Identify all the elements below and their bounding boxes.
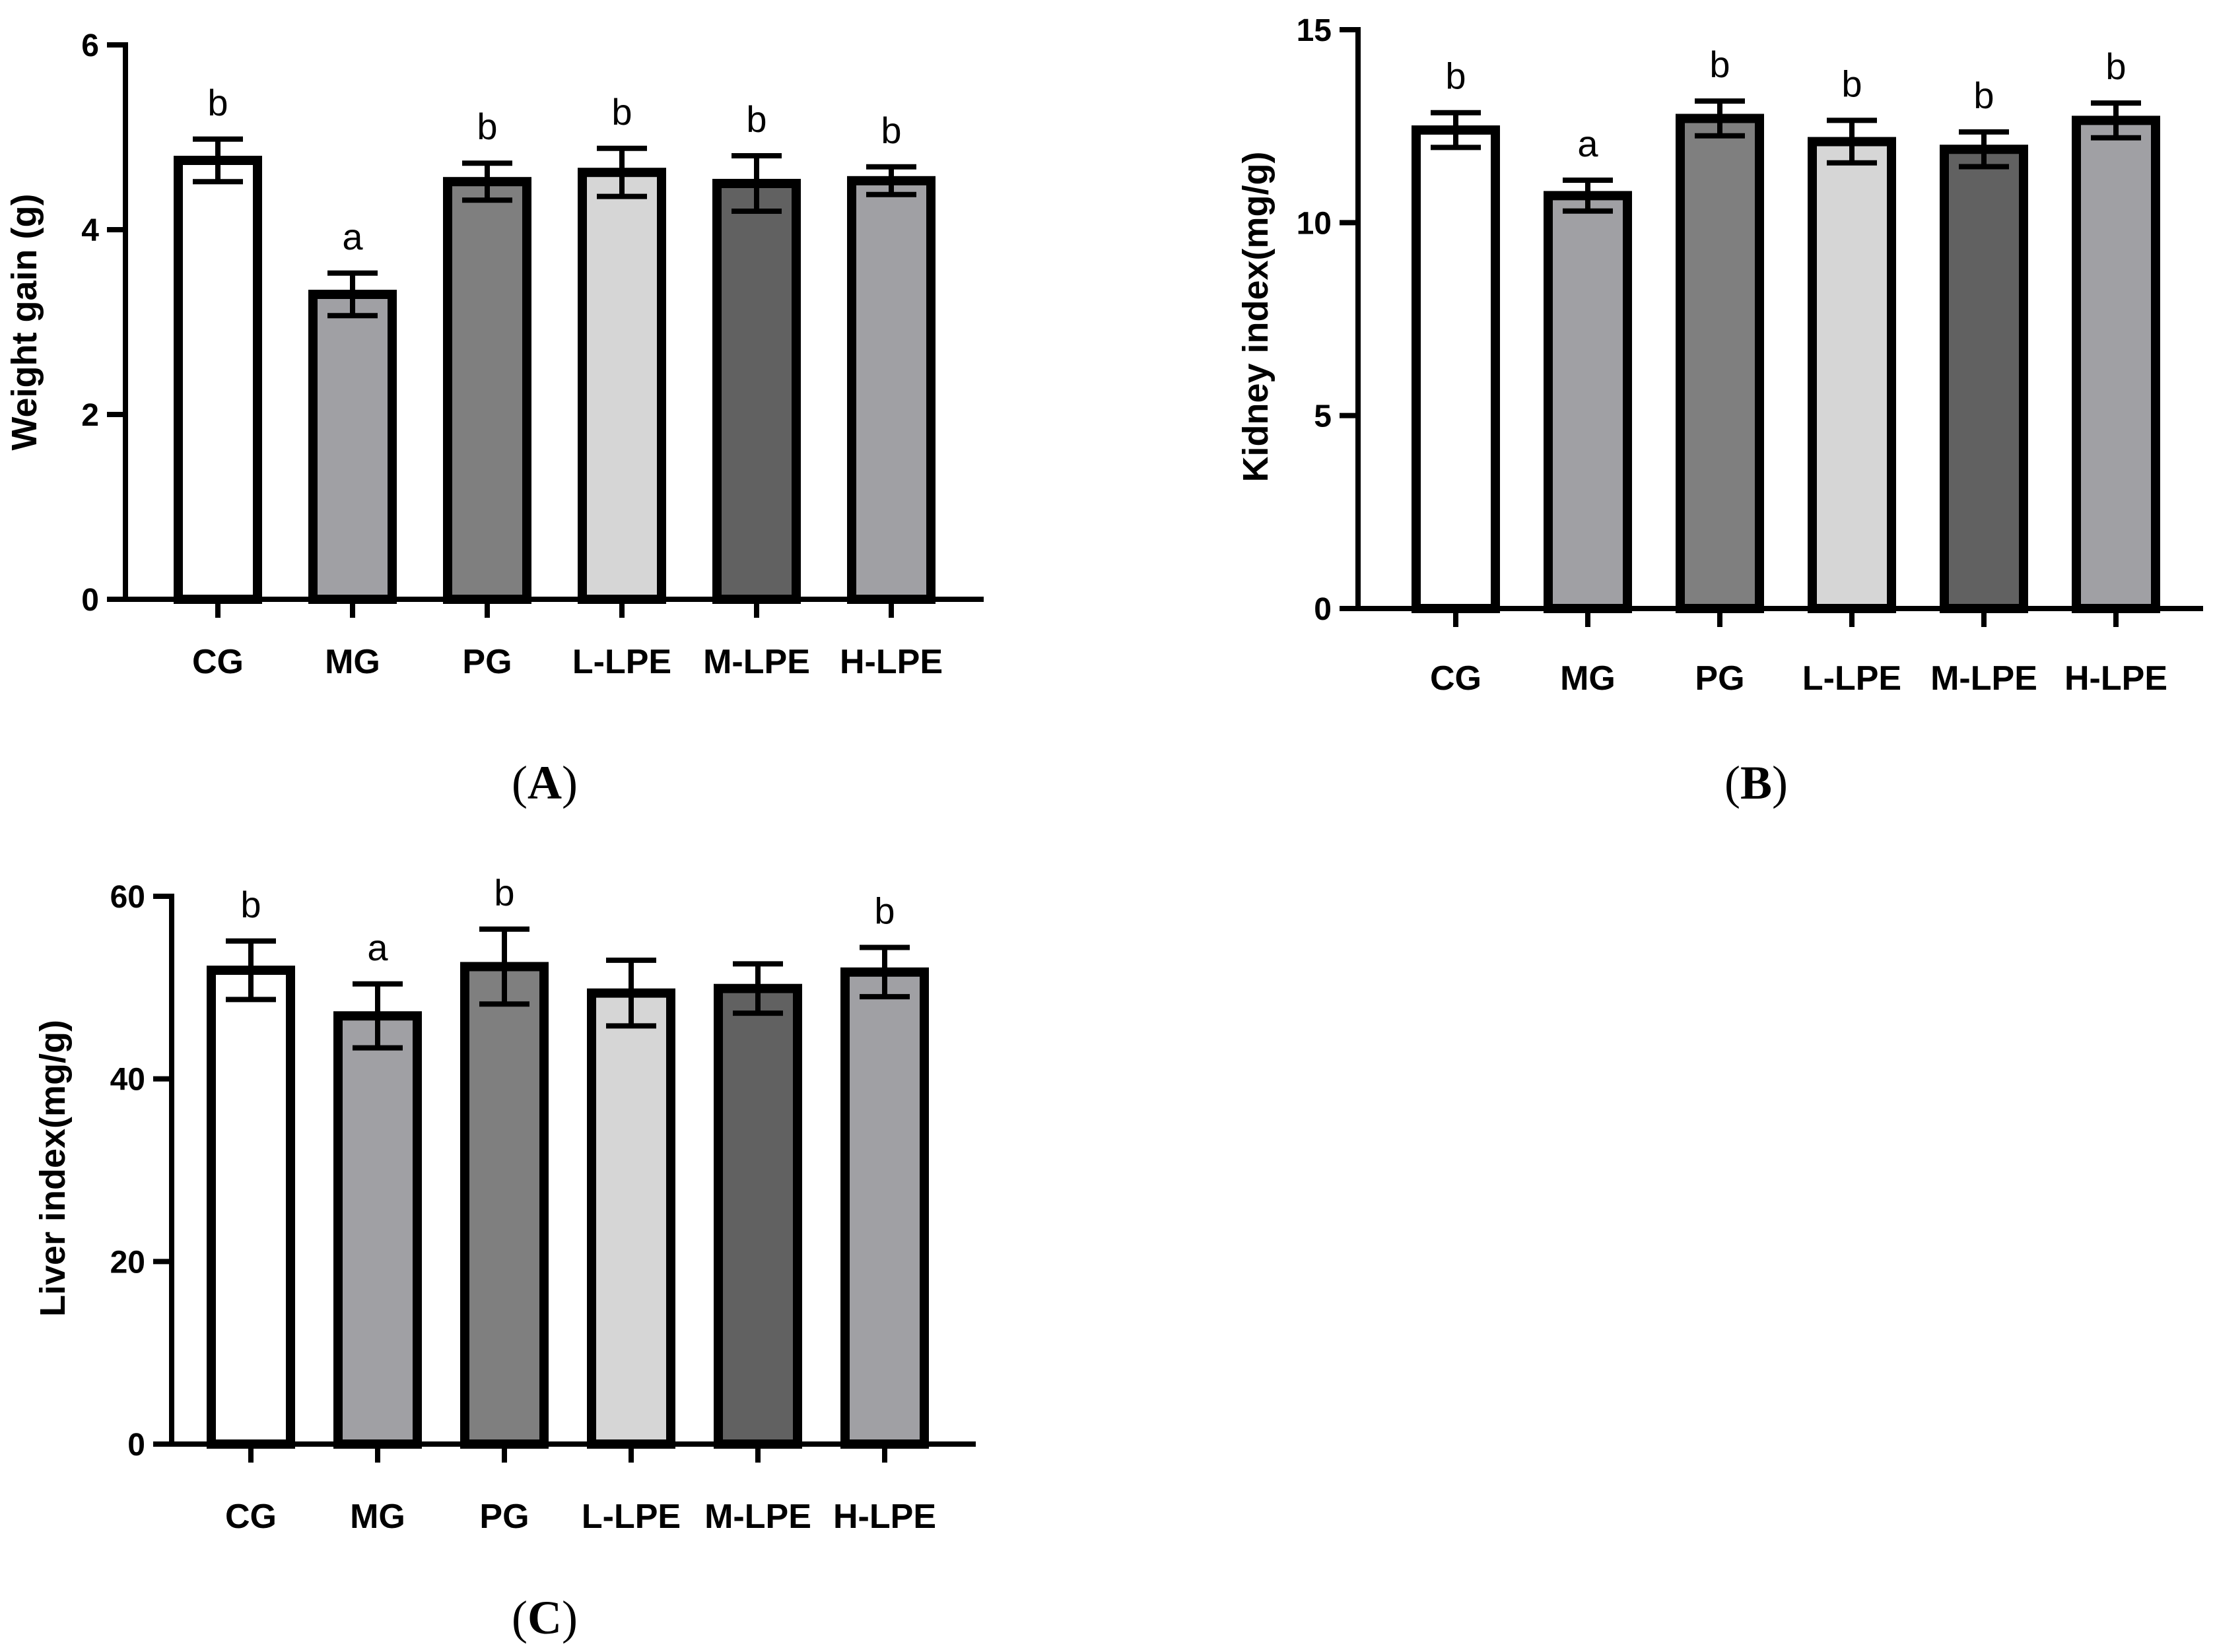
panel-b-sig-label-mg: a (1577, 123, 1598, 164)
panel-b-bar-l-lpe (1808, 137, 1896, 613)
panel-b-y-axis-label: Kidney index(mg/g) (1236, 151, 1276, 482)
panel-b-y-tick-label: 0 (1314, 592, 1332, 627)
panel-c-y-tick-label: 60 (110, 880, 145, 915)
panel-a-bar-l-lpe (578, 168, 666, 604)
panel-a-category-label-m-lpe: M-LPE (703, 643, 810, 681)
panel-c-bar-pg (460, 962, 549, 1449)
panel-b-category-label-cg: CG (1430, 659, 1481, 698)
panel-a-bar-cg (174, 156, 262, 604)
panel-c-category-label-l-lpe: L-LPE (582, 1498, 681, 1536)
panel-b-y-tick-label: 10 (1297, 206, 1332, 241)
panel-c-bar-cg (207, 966, 295, 1449)
panel-a-error-bar-pg (462, 160, 512, 203)
panel-b-category-label-m-lpe: M-LPE (1930, 659, 2037, 698)
panel-c-bar-l-lpe (587, 988, 675, 1449)
panel-b-sig-label-l-lpe: b (1841, 63, 1862, 104)
panel-c-sig-label-mg: a (367, 927, 388, 968)
panel-a-error-bar-cg (193, 136, 243, 185)
panel-a-sig-label-h-lpe: b (881, 110, 901, 151)
panel-c-error-bar-h-lpe (860, 944, 910, 1000)
panel-a-bar-h-lpe (847, 176, 936, 604)
panel-c-error-bar-cg (226, 938, 276, 1003)
panel-c-category-label-cg: CG (225, 1498, 277, 1536)
panel-c-category-label-mg: MG (350, 1498, 405, 1536)
panel-a-error-bar-mg (327, 270, 378, 319)
panel-b-error-bar-m-lpe (1959, 129, 2009, 170)
panel-a-category-label-h-lpe: H-LPE (840, 643, 943, 681)
panel-c-category-label-m-lpe: M-LPE (704, 1498, 811, 1536)
panel-b-bar-cg (1412, 125, 1500, 614)
panel-c-bar-m-lpe (714, 983, 802, 1449)
panel-c-bar-h-lpe (840, 967, 929, 1449)
panel-b-bar-pg (1676, 114, 1764, 613)
panel-b-error-bar-h-lpe (2091, 100, 2141, 141)
panel-a-error-bar-h-lpe (866, 164, 916, 197)
panel-a-bar-pg (443, 177, 531, 604)
panel-b-error-bar-l-lpe (1827, 117, 1877, 166)
panel-b-sig-label-m-lpe: b (1973, 75, 1994, 116)
panel-b-category-label-l-lpe: L-LPE (1802, 659, 1901, 698)
panel-c-category-label-h-lpe: H-LPE (833, 1498, 936, 1536)
panel-a-category-label-mg: MG (325, 643, 380, 681)
panel-a-y-tick-label: 4 (81, 213, 99, 248)
panel-a-sig-label-m-lpe: b (746, 98, 766, 140)
panel-b-error-bar-mg (1563, 178, 1613, 214)
panel-a-sig-label-cg: b (207, 82, 228, 123)
panel-b-bar-m-lpe (1940, 145, 2028, 614)
panel-b-y-tick-label: 5 (1314, 399, 1332, 434)
panel-b-sig-label-h-lpe: b (2105, 46, 2126, 87)
panel-a-category-label-l-lpe: L-LPE (572, 643, 671, 681)
panel-a-sig-label-mg: a (342, 216, 363, 257)
panel-b-bar-h-lpe (2072, 116, 2160, 613)
panel-c-y-tick-label: 40 (110, 1063, 145, 1098)
panel-c: 0 20 40 60 Liver index(mg/g) b CG a MG b PG L-LPE M-… (33, 872, 976, 1644)
panel-c-error-bar-pg (479, 926, 529, 1007)
panel-a-y-axis-label: Weight gain (g) (5, 194, 44, 451)
panel-c-sig-label-h-lpe: b (874, 890, 895, 931)
panel-c-bar-mg (333, 1011, 422, 1449)
panel-a-error-bar-m-lpe (732, 153, 782, 214)
panel-c-error-bar-l-lpe (606, 957, 656, 1029)
panel-b-error-bar-pg (1695, 98, 1745, 139)
panel-a-y-tick-label: 6 (81, 28, 99, 63)
panel-b-bar-mg (1544, 191, 1632, 613)
panel-a-category-label-pg: PG (462, 643, 512, 681)
panel-b-label: (B) (1724, 756, 1788, 809)
panel-b-category-label-pg: PG (1695, 659, 1744, 698)
panel-b-y-tick-label: 15 (1297, 13, 1332, 48)
panel-b: 0 5 10 15 Kidney index(mg/g) b CG a MG b PG b L-LPE b… (1236, 13, 2203, 809)
panel-c-error-bar-m-lpe (733, 961, 783, 1016)
panel-c-category-label-pg: PG (479, 1498, 529, 1536)
panel-c-sig-label-pg: b (494, 872, 514, 913)
panel-c-y-axis-label: Liver index(mg/g) (33, 1020, 73, 1317)
panel-a-sig-label-l-lpe: b (611, 91, 632, 133)
panel-a-category-label-cg: CG (192, 643, 244, 681)
panel-b-sig-label-pg: b (1709, 44, 1730, 85)
panel-b-error-bar-cg (1431, 110, 1481, 150)
panel-a-y-tick-label: 2 (81, 398, 99, 433)
panel-c-y-tick-label: 20 (110, 1245, 145, 1280)
panel-c-label: (C) (512, 1591, 578, 1644)
panel-a-error-bar-l-lpe (597, 145, 647, 199)
panel-c-error-bar-mg (353, 981, 403, 1051)
panel-b-category-label-h-lpe: H-LPE (2064, 659, 2167, 698)
panel-a-bar-mg (308, 290, 397, 604)
panel-a-sig-label-pg: b (477, 106, 497, 147)
panel-a-bar-m-lpe (712, 179, 801, 604)
panel-b-category-label-mg: MG (1560, 659, 1616, 698)
panel-a: 0 2 4 6 Weight gain (g) b CG a MG b PG b L-LPE b M-LPE… (5, 28, 984, 809)
panel-c-y-tick-label: 0 (127, 1428, 145, 1463)
panel-a-label: (A) (512, 756, 578, 809)
panel-c-sig-label-cg: b (240, 884, 261, 925)
panel-a-y-tick-label: 0 (81, 583, 99, 618)
panel-b-sig-label-cg: b (1445, 55, 1466, 97)
